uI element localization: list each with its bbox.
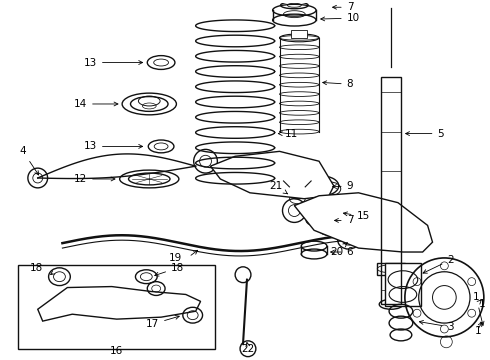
- Polygon shape: [294, 193, 433, 252]
- Text: 1: 1: [479, 299, 486, 309]
- Text: 14: 14: [74, 99, 118, 109]
- Text: 3: 3: [419, 320, 454, 332]
- Polygon shape: [211, 151, 334, 199]
- Bar: [385, 263, 421, 306]
- Bar: [292, 30, 307, 38]
- Text: 22: 22: [242, 344, 255, 354]
- Text: 18: 18: [29, 263, 43, 273]
- Bar: [18, 265, 216, 349]
- Text: 18: 18: [155, 263, 184, 276]
- Text: 7: 7: [333, 2, 353, 12]
- Text: 13: 13: [84, 141, 143, 152]
- Text: 6: 6: [331, 247, 353, 257]
- Text: 5: 5: [406, 129, 444, 139]
- Text: 16: 16: [110, 346, 123, 356]
- Text: 2: 2: [423, 255, 454, 273]
- Text: 7: 7: [335, 215, 353, 225]
- Text: 1: 1: [475, 326, 482, 336]
- Bar: [381, 77, 401, 304]
- Text: 4: 4: [20, 147, 39, 175]
- Polygon shape: [38, 287, 200, 321]
- Text: 13: 13: [84, 58, 143, 68]
- Text: 12: 12: [74, 174, 115, 184]
- Text: 8: 8: [323, 79, 353, 89]
- Text: 20: 20: [331, 242, 347, 257]
- Bar: [377, 263, 405, 275]
- Text: 17: 17: [146, 315, 179, 329]
- Text: 15: 15: [343, 211, 370, 221]
- Text: 21: 21: [269, 181, 288, 194]
- Text: 10: 10: [321, 13, 360, 23]
- Text: 19: 19: [169, 253, 183, 263]
- Text: 1: 1: [473, 292, 484, 325]
- Text: 11: 11: [278, 129, 298, 139]
- Text: 9: 9: [333, 181, 353, 191]
